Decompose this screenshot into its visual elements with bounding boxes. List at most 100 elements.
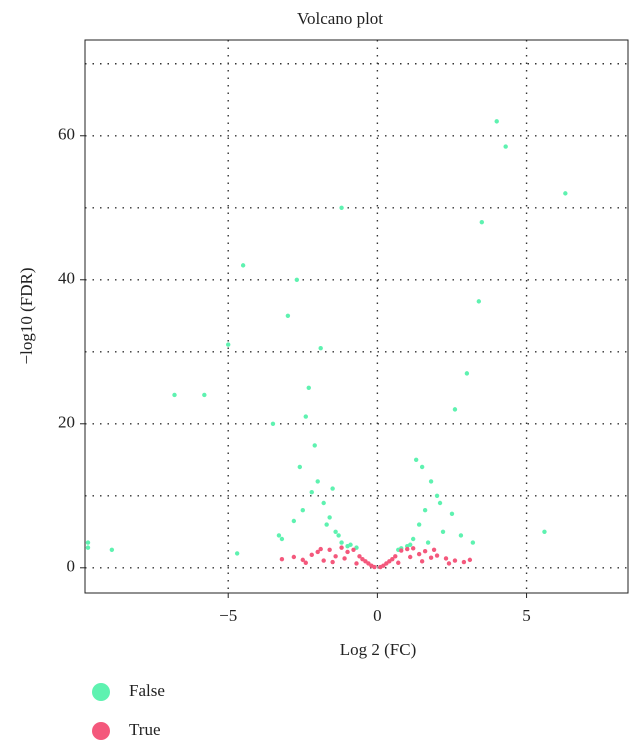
legend-label: False (129, 681, 165, 700)
point (434, 493, 440, 498)
point (372, 564, 377, 570)
point (440, 529, 446, 534)
point (357, 554, 362, 559)
legend-marker (92, 722, 110, 740)
point (452, 407, 458, 412)
point (351, 547, 356, 552)
point (226, 342, 231, 347)
point (109, 547, 115, 552)
chart-title: Volcano plot (297, 9, 383, 28)
point (270, 421, 276, 426)
point (416, 522, 422, 527)
y-tick-label: 0 (67, 557, 76, 576)
y-tick-label: 60 (58, 125, 75, 144)
point (422, 549, 428, 554)
point (452, 558, 458, 563)
point (309, 552, 314, 558)
point (306, 385, 311, 390)
point (470, 540, 476, 545)
point (333, 554, 338, 559)
point (327, 515, 332, 520)
point (354, 561, 359, 566)
point (327, 547, 332, 552)
point (479, 219, 485, 225)
point (434, 553, 440, 558)
point (172, 392, 177, 398)
legend-marker (92, 683, 110, 701)
point (449, 511, 455, 516)
point (330, 486, 335, 491)
point (425, 540, 431, 545)
point (85, 540, 91, 545)
point (333, 529, 338, 534)
point (324, 522, 329, 527)
point (297, 464, 303, 470)
point (276, 533, 282, 538)
point (300, 507, 305, 513)
legend-label: True (129, 720, 161, 739)
point (428, 479, 434, 484)
point (318, 546, 323, 552)
point (318, 345, 323, 351)
point (279, 536, 285, 542)
point (467, 557, 473, 563)
point (303, 560, 308, 565)
point (291, 554, 297, 560)
point (410, 546, 416, 551)
point (542, 529, 547, 534)
point (458, 533, 464, 538)
point (303, 414, 308, 419)
y-tick-label: 20 (58, 413, 75, 432)
point (234, 551, 240, 556)
point (294, 277, 300, 282)
y-axis-label: −log10 (FDR) (17, 268, 36, 365)
point (240, 263, 246, 268)
point (202, 392, 207, 398)
point (419, 464, 425, 470)
point (291, 518, 297, 524)
point (461, 559, 467, 565)
point (416, 551, 422, 557)
point (399, 548, 404, 553)
point (339, 205, 344, 210)
point (464, 371, 470, 376)
x-tick-label: 5 (522, 606, 531, 625)
point (309, 489, 314, 495)
point (348, 542, 353, 547)
x-axis-label: Log 2 (FC) (340, 640, 417, 659)
point (437, 500, 443, 506)
point (342, 556, 347, 561)
point (312, 443, 317, 448)
point (315, 479, 320, 484)
point (321, 558, 326, 563)
point (476, 299, 482, 304)
point (390, 556, 395, 562)
point (494, 119, 499, 124)
point (285, 313, 291, 318)
plot-frame (84, 39, 629, 594)
point (330, 559, 335, 565)
point (422, 507, 428, 513)
point (345, 549, 350, 555)
point (563, 191, 568, 196)
point (410, 536, 416, 542)
point (339, 540, 344, 545)
point (419, 559, 425, 564)
point (336, 533, 341, 538)
point (339, 545, 344, 550)
point (315, 549, 320, 555)
y-tick-label: 40 (58, 269, 75, 288)
point (428, 555, 434, 560)
point (503, 144, 508, 149)
point (443, 556, 449, 561)
point (431, 547, 437, 552)
point (321, 500, 326, 506)
point (279, 556, 285, 562)
point (446, 561, 452, 566)
point (405, 546, 410, 552)
point (408, 542, 413, 547)
x-tick-label: 0 (373, 606, 382, 625)
point (413, 457, 419, 462)
point (393, 554, 398, 559)
